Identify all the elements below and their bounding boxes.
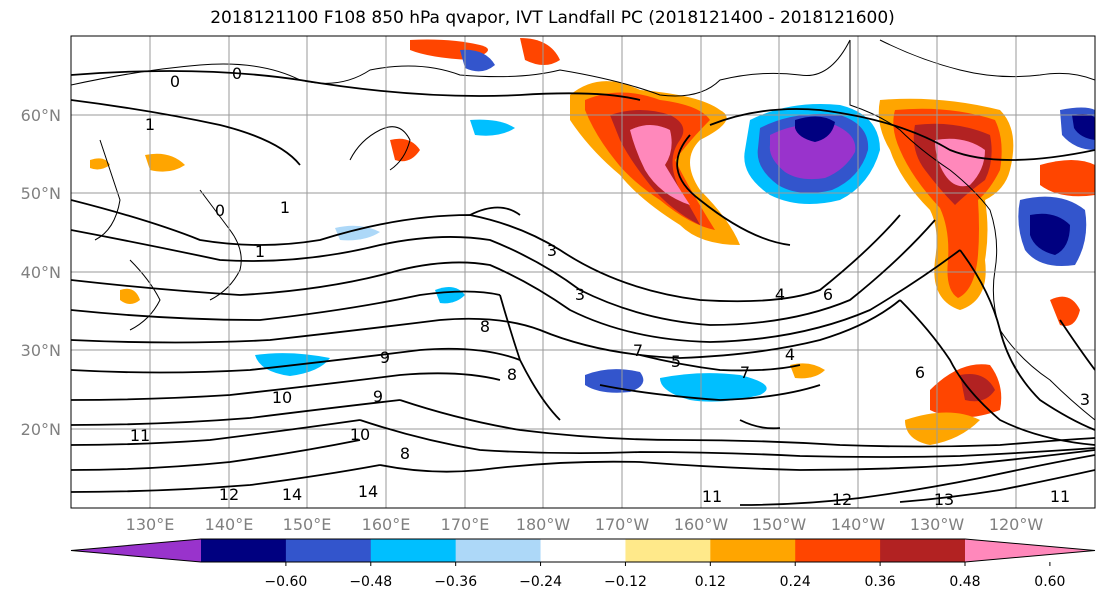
contour-label: 8 bbox=[507, 365, 517, 384]
latitude-labels: 60°N 50°N 40°N 30°N 20°N bbox=[21, 106, 61, 439]
colorbar-extend-low bbox=[71, 539, 201, 562]
colorbar-tick-label: −0.12 bbox=[604, 574, 647, 590]
negative-anomaly-subtropical-patches bbox=[255, 49, 767, 402]
colorbar-bin bbox=[201, 539, 287, 562]
lat-label-40n: 40°N bbox=[21, 263, 61, 282]
contour-label: 0 bbox=[170, 72, 180, 91]
colorbar-bin bbox=[285, 539, 372, 562]
colorbar-bin bbox=[625, 539, 711, 562]
contour-label: 12 bbox=[219, 485, 239, 504]
colorbar-outline bbox=[70, 538, 1096, 563]
lon-label-140w: 140°W bbox=[831, 515, 886, 534]
lat-label-30n: 30°N bbox=[21, 341, 61, 360]
lat-label-50n: 50°N bbox=[21, 184, 61, 203]
colorbar-tick-label: 0.60 bbox=[1034, 574, 1065, 590]
negative-anomaly-western-us bbox=[1018, 107, 1095, 266]
contour-label: 7 bbox=[633, 341, 643, 360]
contour-label: 8 bbox=[400, 444, 410, 463]
negative-anomaly-gulf-of-alaska bbox=[744, 104, 880, 204]
contour-label: 11 bbox=[1050, 487, 1070, 506]
lon-label-170w: 170°W bbox=[595, 515, 650, 534]
contour-label: 14 bbox=[358, 482, 378, 501]
contour-label: 3 bbox=[575, 285, 585, 304]
contour-label: 1 bbox=[145, 115, 155, 134]
colorbar-bin bbox=[455, 539, 542, 562]
lat-label-20n: 20°N bbox=[21, 420, 61, 439]
coastlines bbox=[71, 39, 1095, 421]
colorbar-tick-label: −0.60 bbox=[264, 574, 307, 590]
contour-label: 5 bbox=[671, 352, 681, 371]
colorbar-extend-high bbox=[965, 539, 1095, 562]
contour-label: 13 bbox=[934, 490, 954, 509]
colorbar-bin bbox=[710, 539, 796, 562]
colorbar-bin bbox=[540, 539, 626, 562]
positive-anomaly-northeast-pacific bbox=[570, 81, 740, 245]
colorbar-tick-label: −0.36 bbox=[434, 574, 477, 590]
contour-label: 14 bbox=[282, 485, 302, 504]
lon-label-160e: 160°E bbox=[362, 515, 411, 534]
contour-label: 4 bbox=[785, 345, 795, 364]
contour-label: 8 bbox=[480, 317, 490, 336]
lon-label-180w: 180°W bbox=[516, 515, 571, 534]
colorbar-bin bbox=[880, 539, 966, 562]
contour-label: 1 bbox=[255, 242, 265, 261]
longitude-labels: 130°E 140°E 150°E 160°E 170°E 180°W 170°… bbox=[126, 515, 1044, 534]
colorbar-tick-label: 0.36 bbox=[865, 574, 896, 590]
lon-label-140e: 140°E bbox=[205, 515, 254, 534]
contour-label: 10 bbox=[272, 388, 292, 407]
contour-label: 11 bbox=[130, 426, 150, 445]
graticule bbox=[71, 36, 1095, 508]
colorbar-tick-label: −0.48 bbox=[349, 574, 392, 590]
colorbar: −0.60 −0.48 −0.36 −0.24 −0.12 0.12 0.24 0.36 0.4… bbox=[70, 538, 1096, 590]
contour-label: 1 bbox=[280, 198, 290, 217]
contour-label: 7 bbox=[740, 363, 750, 382]
lon-label-130e: 130°E bbox=[126, 515, 175, 534]
contour-label: 11 bbox=[702, 487, 722, 506]
map-content bbox=[71, 36, 1095, 508]
lat-label-60n: 60°N bbox=[21, 106, 61, 125]
contour-label: 9 bbox=[373, 387, 383, 406]
lon-label-160w: 160°W bbox=[674, 515, 729, 534]
contour-label: 6 bbox=[823, 285, 833, 304]
contour-label: 3 bbox=[547, 241, 557, 260]
colorbar-tick-label: 0.48 bbox=[949, 574, 980, 590]
colorbar-bin bbox=[370, 539, 457, 562]
colorbar-bin bbox=[795, 539, 881, 562]
contour-label: 0 bbox=[232, 64, 242, 83]
lon-label-170e: 170°E bbox=[441, 515, 490, 534]
lon-label-120w: 120°W bbox=[989, 515, 1044, 534]
contour-label: 10 bbox=[350, 425, 370, 444]
lon-label-150w: 150°W bbox=[752, 515, 807, 534]
contour-label: 3 bbox=[1080, 390, 1090, 409]
map-border bbox=[70, 35, 1096, 509]
colorbar-tick-label: −0.24 bbox=[519, 574, 562, 590]
contour-label: 4 bbox=[775, 285, 785, 304]
colorbar-tick-label: 0.24 bbox=[780, 574, 811, 590]
colorbar-tick-label: 0.12 bbox=[695, 574, 726, 590]
ivt-contours bbox=[71, 70, 1095, 506]
lon-label-150e: 150°E bbox=[283, 515, 332, 534]
map-title: 2018121100 F108 850 hPa qvapor, IVT Land… bbox=[210, 8, 895, 28]
lon-label-130w: 130°W bbox=[910, 515, 965, 534]
contour-label: 0 bbox=[215, 201, 225, 220]
contour-label: 12 bbox=[832, 490, 852, 509]
contour-label: 6 bbox=[915, 363, 925, 382]
contour-label: 9 bbox=[380, 348, 390, 367]
